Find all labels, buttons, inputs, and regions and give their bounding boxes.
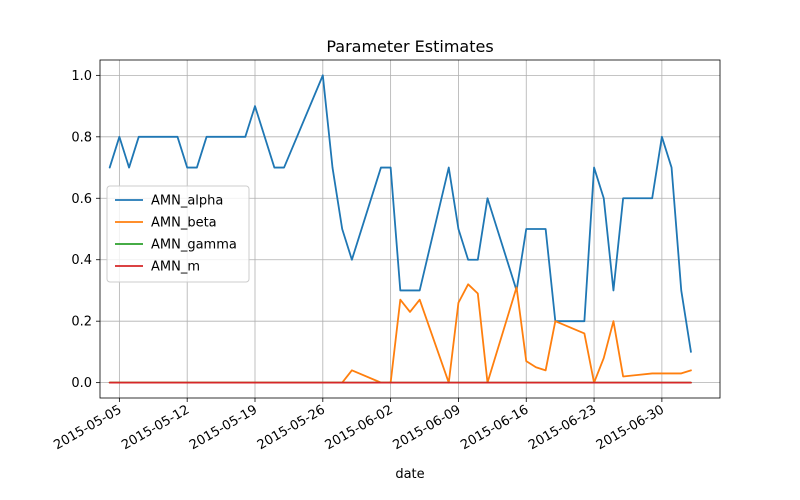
legend-box <box>106 185 250 283</box>
chart-title: Parameter Estimates <box>326 37 493 56</box>
y-tick-label: 0.4 <box>71 253 92 268</box>
legend-label: AMN_alpha <box>151 194 223 209</box>
y-tick-label: 1.0 <box>71 69 92 84</box>
series-layer <box>108 74 692 384</box>
y-tick-label: 0.0 <box>71 376 92 391</box>
legend-label: AMN_gamma <box>151 238 237 253</box>
y-tick-label: 0.2 <box>71 315 92 330</box>
series-line-amn-alpha <box>108 74 692 353</box>
plot-frame <box>99 59 721 399</box>
y-tick-label: 0.6 <box>71 192 92 207</box>
legend: AMN_alpha AMN_beta AMN_gamma AMN_m <box>106 185 250 283</box>
legend-label: AMN_m <box>151 260 200 275</box>
y-tick-label: 0.8 <box>71 130 92 145</box>
legend-label: AMN_beta <box>151 216 217 231</box>
x-axis-label: date <box>395 467 424 482</box>
